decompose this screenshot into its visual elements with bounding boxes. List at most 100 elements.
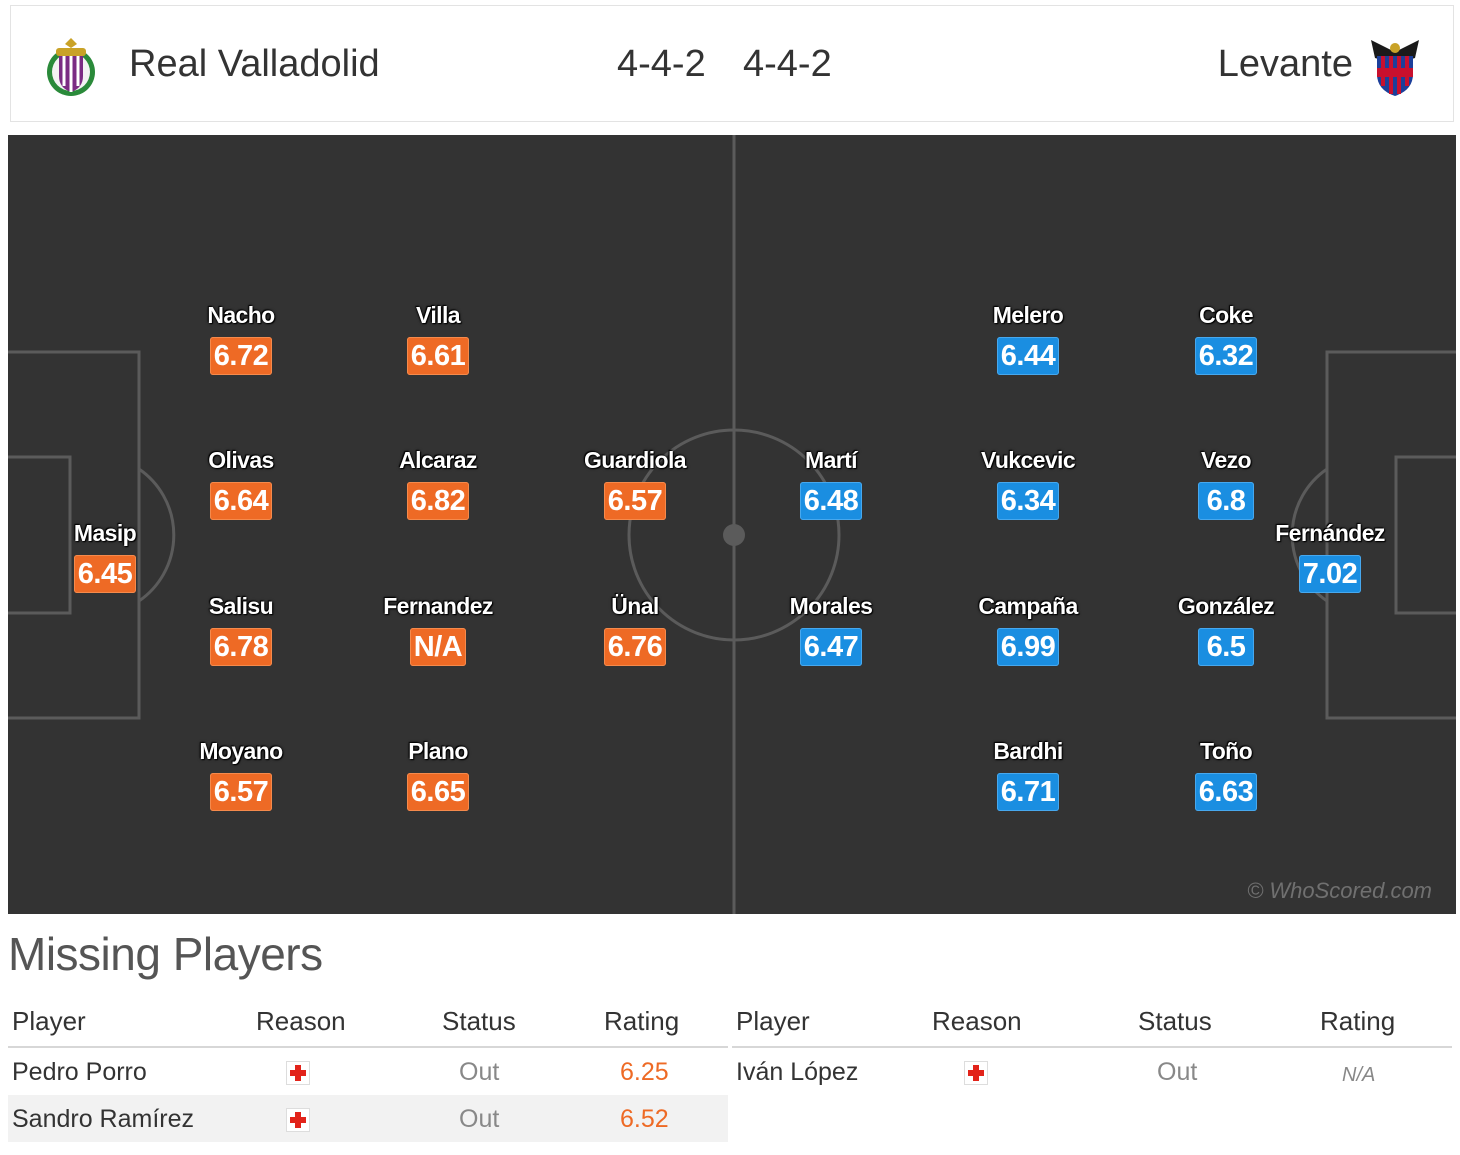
missing-player-name[interactable]: Iván López bbox=[736, 1058, 859, 1086]
player-rating: N/A bbox=[409, 628, 467, 666]
away-player[interactable]: Toño 6.63 bbox=[1146, 738, 1306, 811]
away-player[interactable]: Coke 6.32 bbox=[1146, 302, 1306, 375]
away-player[interactable]: Melero 6.44 bbox=[948, 302, 1108, 375]
player-rating: 6.8 bbox=[1198, 482, 1254, 520]
home-player[interactable]: Alcaraz 6.82 bbox=[358, 447, 518, 520]
away-player[interactable]: Campaña 6.99 bbox=[948, 593, 1108, 666]
player-rating: 6.5 bbox=[1198, 628, 1254, 666]
player-name[interactable]: Morales bbox=[789, 593, 873, 619]
injury-icon[interactable] bbox=[964, 1061, 988, 1085]
missing-rating: N/A bbox=[1342, 1064, 1376, 1086]
col-status[interactable]: Status bbox=[1138, 1006, 1212, 1036]
missing-status: Out bbox=[459, 1105, 500, 1133]
player-name[interactable]: Ünal bbox=[611, 593, 659, 619]
away-player[interactable]: González 6.5 bbox=[1146, 593, 1306, 666]
pitch-markings bbox=[8, 135, 1456, 914]
player-rating: 6.44 bbox=[996, 337, 1060, 375]
levante-crest-icon[interactable] bbox=[1363, 34, 1423, 98]
home-player[interactable]: Salisu 6.78 bbox=[161, 593, 321, 666]
away-player[interactable]: Bardhi 6.71 bbox=[948, 738, 1108, 811]
player-name[interactable]: Toño bbox=[1199, 738, 1253, 764]
player-rating: 6.65 bbox=[406, 773, 470, 811]
player-name[interactable]: Melero bbox=[992, 302, 1064, 328]
player-rating: 7.02 bbox=[1298, 555, 1362, 593]
player-rating: 6.45 bbox=[73, 555, 137, 593]
col-player[interactable]: Player bbox=[12, 1006, 86, 1036]
player-name[interactable]: Campaña bbox=[978, 593, 1078, 619]
player-rating: 6.64 bbox=[209, 482, 273, 520]
player-rating: 6.61 bbox=[406, 337, 470, 375]
home-formation: 4-4-2 bbox=[617, 43, 706, 85]
player-rating: 6.76 bbox=[603, 628, 667, 666]
home-player[interactable]: Moyano 6.57 bbox=[161, 738, 321, 811]
home-player[interactable]: Plano 6.65 bbox=[358, 738, 518, 811]
away-player[interactable]: Morales 6.47 bbox=[751, 593, 911, 666]
home-player[interactable]: Fernandez N/A bbox=[358, 593, 518, 666]
home-player[interactable]: Guardiola 6.57 bbox=[555, 447, 715, 520]
missing-player-name[interactable]: Pedro Porro bbox=[12, 1058, 147, 1086]
home-missing-table: Player Reason Status Rating Pedro Porro O… bbox=[8, 998, 728, 1142]
table-row: Iván López Out N/A bbox=[732, 1048, 1452, 1095]
player-name[interactable]: Coke bbox=[1199, 302, 1253, 328]
player-rating: 6.82 bbox=[406, 482, 470, 520]
player-name[interactable]: Salisu bbox=[208, 593, 274, 619]
missing-players-title: Missing Players bbox=[8, 928, 323, 980]
player-rating: 6.72 bbox=[209, 337, 273, 375]
col-player[interactable]: Player bbox=[736, 1006, 810, 1036]
player-name[interactable]: Guardiola bbox=[584, 447, 687, 473]
real-valladolid-crest-icon[interactable] bbox=[41, 34, 101, 98]
col-reason[interactable]: Reason bbox=[256, 1006, 346, 1036]
player-rating: 6.57 bbox=[603, 482, 667, 520]
player-rating: 6.57 bbox=[209, 773, 273, 811]
player-name[interactable]: Fernández bbox=[1275, 520, 1385, 546]
home-player[interactable]: Masip 6.45 bbox=[25, 520, 185, 593]
player-rating: 6.71 bbox=[996, 773, 1060, 811]
table-header: Player Reason Status Rating bbox=[732, 998, 1452, 1048]
player-name[interactable]: González bbox=[1177, 593, 1275, 619]
home-player[interactable]: Olivas 6.64 bbox=[161, 447, 321, 520]
match-header: Real Valladolid 4-4-2 4-4-2 Levante bbox=[10, 5, 1454, 122]
table-row: Sandro Ramírez Out 6.52 bbox=[8, 1095, 728, 1142]
away-player[interactable]: Martí 6.48 bbox=[751, 447, 911, 520]
pitch: Masip 6.45 Nacho 6.72 Olivas 6.64 Salisu 6.78 Mo… bbox=[8, 135, 1456, 914]
player-name[interactable]: Vukcevic bbox=[980, 447, 1076, 473]
missing-status: Out bbox=[459, 1058, 500, 1086]
player-name[interactable]: Plano bbox=[408, 738, 468, 764]
player-name[interactable]: Bardhi bbox=[993, 738, 1063, 764]
col-status[interactable]: Status bbox=[442, 1006, 516, 1036]
home-player[interactable]: Villa 6.61 bbox=[358, 302, 518, 375]
col-rating[interactable]: Rating bbox=[1320, 1006, 1396, 1036]
injury-icon[interactable] bbox=[286, 1061, 310, 1085]
injury-icon[interactable] bbox=[286, 1108, 310, 1132]
player-name[interactable]: Nacho bbox=[207, 302, 275, 328]
missing-rating: 6.52 bbox=[620, 1105, 669, 1133]
player-rating: 6.47 bbox=[799, 628, 863, 666]
whoscored-watermark: © WhoScored.com bbox=[1247, 878, 1432, 903]
table-header: Player Reason Status Rating bbox=[8, 998, 728, 1048]
missing-rating: 6.25 bbox=[620, 1058, 669, 1086]
player-name[interactable]: Vezo bbox=[1200, 447, 1252, 473]
player-name[interactable]: Alcaraz bbox=[399, 447, 477, 473]
player-name[interactable]: Martí bbox=[805, 447, 858, 473]
player-rating: 6.48 bbox=[799, 482, 863, 520]
away-player[interactable]: Vezo 6.8 bbox=[1146, 447, 1306, 520]
home-team-name[interactable]: Real Valladolid bbox=[129, 43, 380, 85]
away-formation: 4-4-2 bbox=[743, 43, 832, 85]
away-player[interactable]: Vukcevic 6.34 bbox=[948, 447, 1108, 520]
col-rating[interactable]: Rating bbox=[604, 1006, 680, 1036]
away-player[interactable]: Fernández 7.02 bbox=[1250, 520, 1410, 593]
player-rating: 6.99 bbox=[996, 628, 1060, 666]
col-reason[interactable]: Reason bbox=[932, 1006, 1022, 1036]
home-player[interactable]: Nacho 6.72 bbox=[161, 302, 321, 375]
player-name[interactable]: Moyano bbox=[199, 738, 283, 764]
missing-status: Out bbox=[1157, 1058, 1198, 1086]
missing-player-name[interactable]: Sandro Ramírez bbox=[12, 1105, 195, 1133]
player-rating: 6.32 bbox=[1194, 337, 1258, 375]
player-name[interactable]: Fernandez bbox=[383, 593, 493, 619]
player-name[interactable]: Villa bbox=[416, 302, 460, 328]
home-player[interactable]: Ünal 6.76 bbox=[555, 593, 715, 666]
player-rating: 6.63 bbox=[1194, 773, 1258, 811]
away-team-name[interactable]: Levante bbox=[1217, 43, 1353, 85]
player-name[interactable]: Olivas bbox=[208, 447, 274, 473]
player-name[interactable]: Masip bbox=[73, 520, 137, 546]
